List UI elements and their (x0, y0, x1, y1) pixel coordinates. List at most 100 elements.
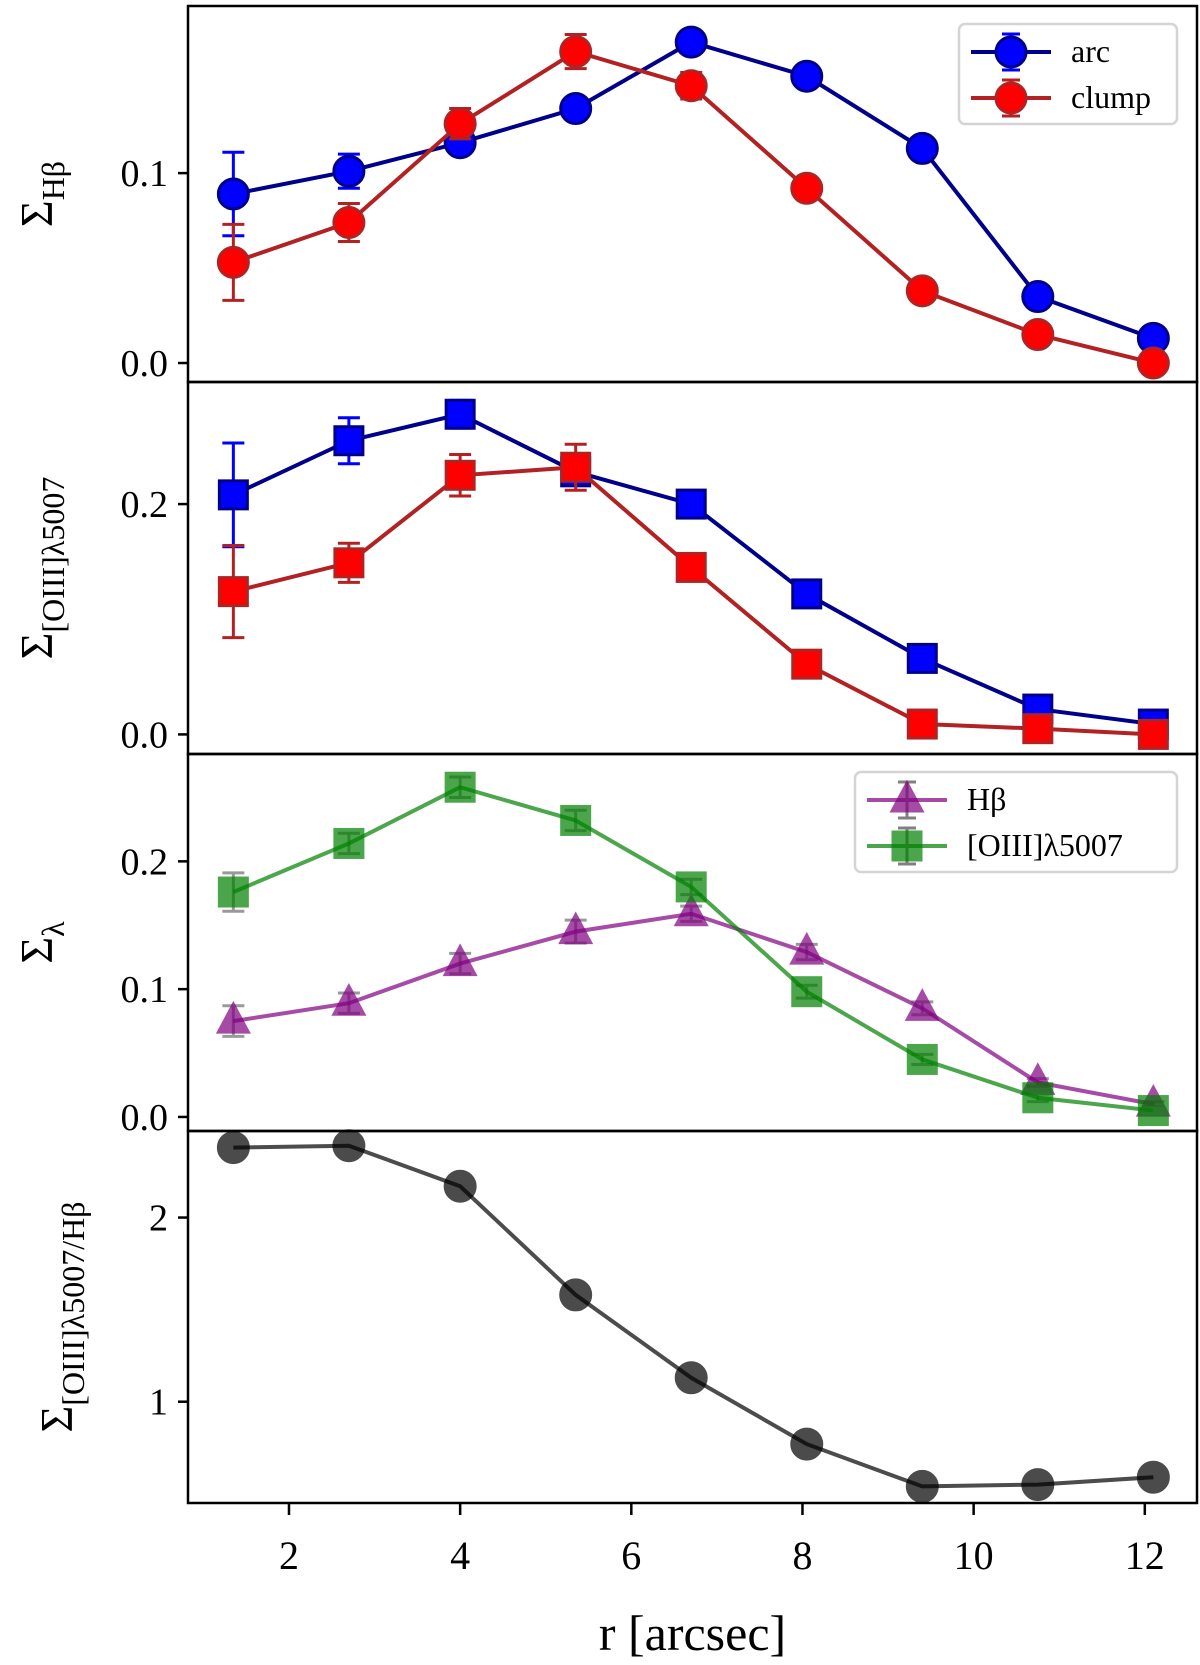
data-point (1021, 1468, 1055, 1502)
legend-entry: [OIII]λ5007 (867, 826, 1123, 866)
data-point (559, 35, 593, 69)
data-point (905, 131, 939, 165)
y-axis-label: Σ[OIII]λ5007 (11, 477, 71, 660)
data-point (216, 1131, 250, 1165)
data-point (215, 1000, 251, 1034)
data-point (560, 804, 592, 836)
y-tick-label: 0.0 (121, 714, 169, 756)
data-point (906, 642, 938, 674)
data-point (560, 451, 592, 483)
data-point (443, 107, 477, 141)
data-point (1021, 318, 1055, 352)
data-point (674, 25, 708, 59)
y-label-subscript: λ (35, 921, 71, 937)
data-point (332, 154, 366, 188)
data-point (790, 59, 824, 93)
series-line (233, 1143, 1154, 1489)
data-point (331, 983, 367, 1016)
data-point (790, 1427, 824, 1461)
data-point (1137, 1095, 1169, 1127)
panel-frame (186, 1129, 1199, 1505)
x-tick-label: 6 (621, 1533, 641, 1578)
y-tick-label: 1 (149, 1382, 168, 1424)
data-point (559, 1278, 593, 1312)
data-point (789, 931, 825, 965)
data-point (444, 771, 476, 803)
legend-entry: clump (971, 78, 1151, 118)
legend-marker (994, 35, 1028, 69)
y-tick-label: 0.0 (121, 1097, 169, 1139)
panel-1: 0.0 0.1 ΣHβ arc clump (11, 4, 1199, 385)
legend: Hβ [OIII]λ5007 (853, 770, 1179, 874)
y-tick-label: 0.0 (121, 343, 169, 385)
y-tick-label: 0.1 (121, 969, 169, 1011)
panel-3: 0.0 0.1 0.2 Σλ Hβ [OIII]λ5007 (11, 752, 1199, 1139)
data-point (442, 943, 478, 977)
data-point (443, 1169, 477, 1203)
y-label-subscript: [OIII]λ5007 (35, 477, 71, 633)
data-point (675, 551, 707, 583)
series-series1 (216, 1129, 1170, 1503)
data-point (674, 69, 708, 103)
series-line (233, 911, 1154, 1107)
data-point (1137, 718, 1169, 750)
y-axis-label: Σ[OIII]λ5007/Hβ (31, 1202, 91, 1433)
data-point (791, 976, 823, 1008)
data-point (1136, 1460, 1170, 1494)
legend-label: [OIII]λ5007 (967, 827, 1123, 863)
data-point (444, 459, 476, 491)
data-point (216, 245, 250, 279)
data-point (904, 988, 940, 1021)
data-point (791, 648, 823, 680)
data-point (675, 871, 707, 903)
x-tick-label: 10 (954, 1533, 994, 1578)
data-point (791, 578, 823, 610)
data-point (1022, 1082, 1054, 1114)
data-point (906, 1043, 938, 1075)
data-point (217, 576, 249, 608)
data-point (905, 274, 939, 308)
data-point (444, 398, 476, 430)
legend-marker (891, 830, 923, 862)
x-tick-label: 8 (792, 1533, 812, 1578)
y-axis-label: ΣHβ (11, 161, 71, 227)
data-point (333, 547, 365, 579)
legend-label: Hβ (967, 781, 1006, 817)
series-clump (216, 32, 1170, 380)
data-point (333, 425, 365, 457)
data-point (559, 92, 593, 126)
legend-marker (889, 779, 925, 813)
data-point (217, 479, 249, 511)
data-point (906, 708, 938, 740)
legend-entry: Hβ (867, 779, 1006, 820)
data-point (790, 171, 824, 205)
x-tick-label: 12 (1125, 1533, 1165, 1578)
series-arc (216, 25, 1170, 355)
y-label-symbol: Σ (11, 937, 62, 964)
y-tick-label: 2 (149, 1198, 168, 1240)
data-point (905, 1469, 939, 1503)
y-label-symbol: Σ (11, 633, 62, 660)
legend-label: clump (1071, 79, 1151, 115)
data-point (673, 893, 709, 927)
y-tick-label: 0.1 (121, 153, 169, 195)
y-label-symbol: Σ (31, 1406, 82, 1433)
data-point (558, 911, 594, 945)
data-point (333, 827, 365, 859)
x-tick-label: 4 (450, 1533, 470, 1578)
panel-4: 12Σ[OIII]λ5007/Hβ2 4 6 8 10 12r [arcsec] (31, 1129, 1199, 1661)
data-point (1136, 346, 1170, 380)
data-point (674, 1361, 708, 1395)
legend-entry: arc (971, 32, 1110, 72)
data-point (217, 876, 249, 908)
data-point (1022, 713, 1054, 745)
data-point (332, 205, 366, 239)
y-label-subscript: [OIII]λ5007/Hβ (55, 1202, 91, 1406)
legend: arc clump (957, 22, 1179, 126)
series-OIII5007 (217, 771, 1169, 1127)
panel-2: 0.0 0.2 Σ[OIII]λ5007 (11, 380, 1199, 756)
data-point (216, 177, 250, 211)
data-point (1021, 280, 1055, 314)
y-label-subscript: Hβ (35, 161, 71, 200)
